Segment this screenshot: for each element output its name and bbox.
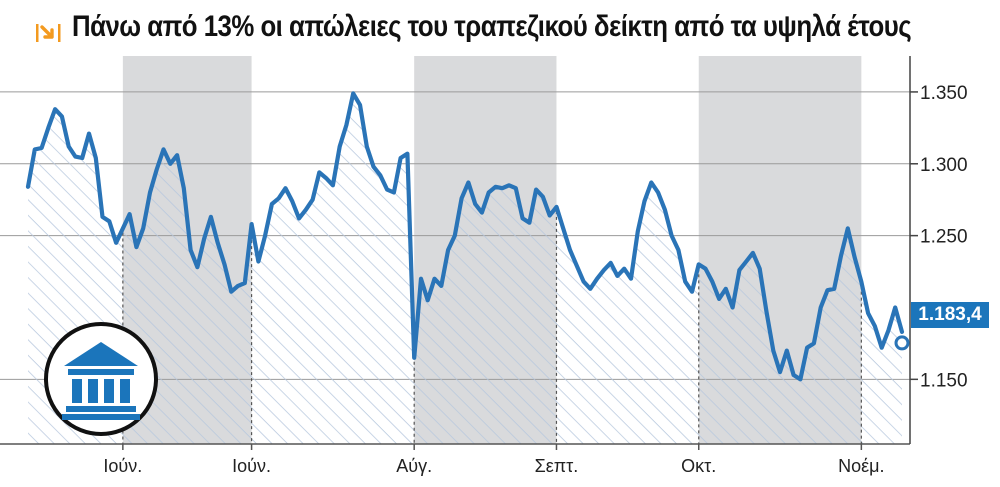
x-tick-label: Αύγ. — [396, 456, 432, 476]
x-tick-label: Ιούν. — [232, 456, 271, 476]
last-point-marker — [894, 335, 910, 351]
trend-down-arrow-icon — [36, 24, 61, 42]
title-bar: Πάνω από 13% οι απώλειες του τραπεζικού … — [0, 0, 1000, 54]
area-fill — [28, 93, 902, 445]
bank-building-icon — [44, 322, 158, 436]
y-tick-label: 1.250 — [920, 227, 968, 248]
last-value-badge: 1.183,4 — [911, 302, 989, 328]
x-tick-label: Νοέμ. — [838, 456, 884, 476]
x-tick-label: Σεπτ. — [535, 456, 579, 476]
x-tick-label: Ιούν. — [103, 456, 142, 476]
x-tick-label: Οκτ. — [681, 456, 716, 476]
y-tick-label: 1.150 — [920, 370, 968, 391]
y-tick-label: 1.300 — [920, 155, 968, 176]
series-line — [25, 91, 905, 382]
chart-title: Πάνω από 13% οι απώλειες του τραπεζικού … — [72, 10, 912, 43]
y-tick-label: 1.350 — [920, 83, 968, 104]
